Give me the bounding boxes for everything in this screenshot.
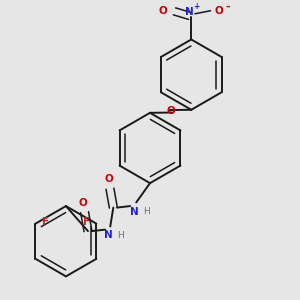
Text: N: N [104, 230, 113, 240]
Text: +: + [194, 2, 200, 11]
Text: F: F [42, 217, 49, 227]
Text: O: O [166, 106, 175, 116]
Text: O: O [79, 198, 88, 208]
Text: H: H [117, 231, 124, 240]
Text: O: O [159, 6, 168, 16]
Text: -: - [226, 2, 230, 12]
Text: O: O [214, 6, 223, 16]
Text: N: N [130, 207, 139, 217]
Text: N: N [185, 7, 194, 17]
Text: O: O [104, 174, 113, 184]
Text: H: H [143, 207, 150, 216]
Text: F: F [82, 217, 90, 227]
